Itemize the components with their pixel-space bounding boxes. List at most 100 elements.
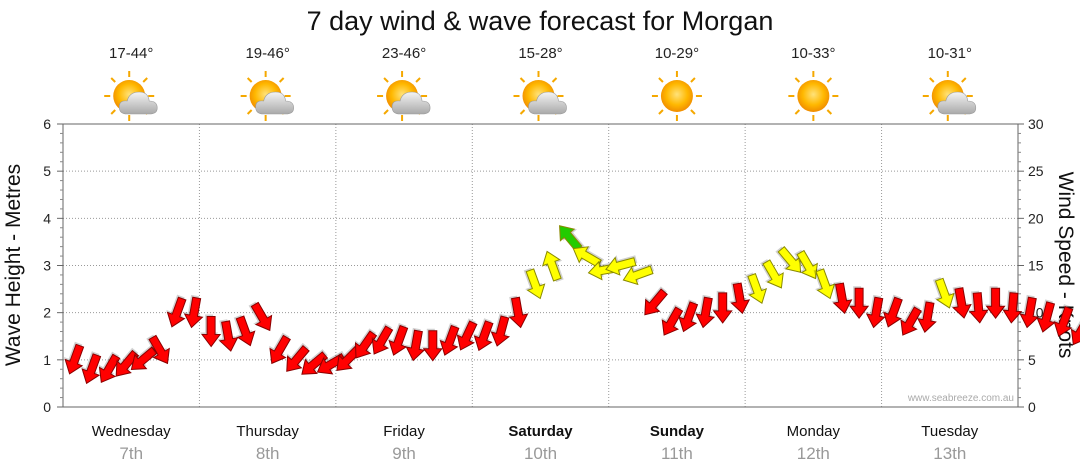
wind-arrow-shape: [541, 250, 562, 282]
wind-arrow: [507, 295, 529, 329]
day-name: Thursday: [236, 423, 299, 440]
wind-arrow-shape: [695, 296, 716, 329]
weather-row: 17-44° 19-46° 23-46° 15-28° 10-29° 10-33° 10-3…: [103, 45, 977, 122]
partly-cloudy-icon: [239, 70, 294, 122]
day-date: 13th: [933, 444, 966, 463]
y-axis-title: Wave Height - Metres: [2, 164, 25, 366]
wind-arrow-shape: [250, 301, 273, 332]
y-tick-label: 6: [43, 116, 51, 132]
temp-range: 19-46°: [245, 45, 289, 62]
wind-arrow-shape: [64, 343, 85, 375]
wind-arrow-shape: [678, 301, 699, 333]
wind-arrow: [301, 349, 329, 375]
wind-arrow: [354, 328, 378, 359]
sun-shape: [650, 70, 703, 122]
wind-arrow-shape: [883, 296, 903, 328]
wind-arrow: [541, 250, 564, 283]
wind-arrow-shape: [762, 259, 784, 289]
wind-arrow-shape: [1019, 296, 1040, 329]
wind-arrow: [794, 249, 818, 280]
wind-arrow: [183, 294, 204, 329]
wind-arrow: [456, 318, 478, 351]
wind-arrow-shape: [917, 301, 937, 333]
wind-arrow-shape: [354, 330, 378, 359]
day-name: Wednesday: [92, 423, 171, 440]
wind-arrow-shape: [405, 329, 426, 362]
grid: [63, 124, 1018, 407]
day-date: 7th: [119, 444, 143, 463]
temp-range: 15-28°: [518, 45, 562, 62]
wind-arrow: [286, 342, 310, 372]
wind-arrow-shape: [1053, 305, 1074, 337]
day-name: Monday: [787, 423, 841, 440]
wind-arrow-shape: [218, 320, 239, 352]
wind-arrow-shape: [98, 353, 121, 384]
y-tick-label: 0: [43, 399, 51, 415]
wind-arrow-shape: [115, 349, 140, 377]
wind-arrow-shape: [1070, 315, 1080, 346]
wind-arrow-shape: [796, 249, 818, 280]
wind-arrow: [1018, 294, 1040, 329]
sun-icon: [787, 70, 840, 122]
wind-arrow: [81, 351, 102, 385]
wind-arrow-shape: [968, 292, 989, 324]
wind-arrow: [473, 318, 494, 352]
wind-arrow: [711, 290, 733, 324]
y2-tick-label: 20: [1028, 210, 1044, 226]
wind-arrow: [523, 267, 546, 300]
wind-arrow: [269, 332, 291, 365]
wind-arrow-shape: [730, 282, 751, 315]
wind-arrow-shape: [661, 306, 684, 336]
wind-arrow-shape: [269, 334, 291, 365]
temp-range: 10-33°: [791, 45, 835, 62]
wind-arrow: [371, 323, 394, 355]
wind-arrow-shape: [371, 325, 394, 355]
partly-cloudy-icon: [512, 70, 567, 122]
wind-arrow: [900, 304, 922, 336]
y2-tick-label: 25: [1028, 163, 1044, 179]
wind-arrow: [64, 341, 85, 375]
wind-arrow: [1070, 313, 1080, 346]
y2-tick-label: 0: [1028, 399, 1036, 415]
wind-arrow-shape: [508, 296, 529, 329]
wind-arrow-shape: [473, 320, 494, 352]
day-name: Sunday: [650, 423, 705, 440]
wind-arrow-shape: [525, 268, 546, 300]
wind-arrow: [490, 313, 511, 347]
day-date: 8th: [256, 444, 280, 463]
wind-arrow: [166, 294, 187, 328]
wind-arrow-shape: [130, 346, 158, 370]
temp-range: 23-46°: [382, 45, 426, 62]
wind-arrow: [130, 344, 158, 370]
day-date: 10th: [524, 444, 557, 463]
wind-arrow-shape: [301, 351, 329, 375]
wind-arrow: [694, 294, 716, 329]
partly-cloudy-icon: [921, 70, 977, 122]
temp-range: 10-29°: [655, 45, 699, 62]
wind-arrow-shape: [456, 320, 478, 351]
day-date: 12th: [797, 444, 830, 463]
y-tick-label: 5: [43, 163, 51, 179]
wind-arrow: [967, 290, 989, 324]
wind-arrow: [200, 314, 222, 348]
wind-arrow: [865, 294, 886, 329]
wind-arrow-shape: [490, 315, 511, 347]
wind-arrow-shape: [712, 292, 733, 324]
y2-tick-label: 30: [1028, 116, 1044, 132]
wind-arrow: [1053, 304, 1074, 337]
wind-arrow: [831, 281, 853, 315]
y-tick-label: 2: [43, 305, 51, 321]
wind-arrow-shape: [815, 268, 836, 300]
wind-arrow-shape: [644, 288, 668, 316]
wind-arrow-shape: [1002, 292, 1023, 324]
day-date: 9th: [392, 444, 416, 463]
temp-range: 17-44°: [109, 45, 153, 62]
day-name: Tuesday: [921, 423, 978, 440]
wind-arrow: [115, 347, 140, 377]
temp-range: 10-31°: [928, 45, 972, 62]
sun-shape: [787, 70, 840, 122]
y2-tick-label: 15: [1028, 258, 1044, 274]
day-date: 11th: [661, 444, 693, 463]
